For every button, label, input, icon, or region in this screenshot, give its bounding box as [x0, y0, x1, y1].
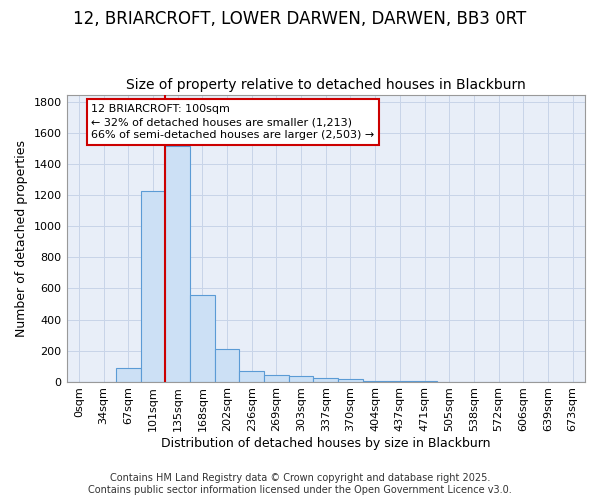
Title: Size of property relative to detached houses in Blackburn: Size of property relative to detached ho…	[126, 78, 526, 92]
Bar	[338, 380, 363, 382]
Bar	[264, 374, 289, 382]
Bar	[363, 381, 388, 382]
Bar	[289, 376, 313, 382]
Text: Contains HM Land Registry data © Crown copyright and database right 2025.
Contai: Contains HM Land Registry data © Crown c…	[88, 474, 512, 495]
Text: 12 BRIARCROFT: 100sqm
← 32% of detached houses are smaller (1,213)
66% of semi-d: 12 BRIARCROFT: 100sqm ← 32% of detached …	[91, 104, 374, 141]
Bar	[165, 146, 190, 382]
Bar	[215, 349, 239, 382]
Bar	[239, 372, 264, 382]
Bar	[140, 190, 165, 382]
Bar	[116, 368, 140, 382]
Y-axis label: Number of detached properties: Number of detached properties	[15, 140, 28, 336]
Bar	[190, 294, 215, 382]
Bar	[313, 378, 338, 382]
Text: 12, BRIARCROFT, LOWER DARWEN, DARWEN, BB3 0RT: 12, BRIARCROFT, LOWER DARWEN, DARWEN, BB…	[73, 10, 527, 28]
X-axis label: Distribution of detached houses by size in Blackburn: Distribution of detached houses by size …	[161, 437, 491, 450]
